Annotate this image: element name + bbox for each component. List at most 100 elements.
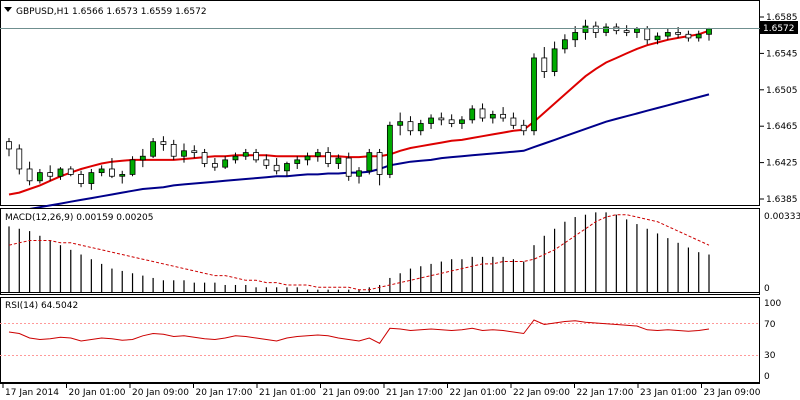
candle-body xyxy=(150,141,157,157)
candle-body xyxy=(397,121,404,126)
rsi-tick-70: 70 xyxy=(764,320,776,330)
candle-body xyxy=(181,150,187,157)
time-tick-label: 20 Jan 01:00 xyxy=(69,388,126,398)
candle-body xyxy=(119,174,126,177)
fast-ma-line xyxy=(8,29,710,196)
macd-signal-series xyxy=(8,214,710,291)
candle-body xyxy=(26,168,33,182)
candle-body xyxy=(644,28,651,41)
price-tick-label: 1.6505 xyxy=(766,86,798,96)
candle-body xyxy=(335,157,342,164)
macd-tick-top: 0.00333 xyxy=(764,212,800,222)
fast-ma-series xyxy=(8,29,710,196)
rsi-series xyxy=(8,319,710,344)
rsi-tick-100: 100 xyxy=(764,299,781,309)
candle-body xyxy=(448,119,455,124)
candle-body xyxy=(592,25,599,33)
candle-body xyxy=(706,28,712,35)
macd-signal-line xyxy=(8,214,710,291)
triangle-down-icon[interactable] xyxy=(4,7,12,12)
candle-body xyxy=(664,32,671,37)
candle-body xyxy=(561,39,568,50)
time-axis: 17 Jan 2014 20 Jan 01:00 20 Jan 09:00 20 Ja… xyxy=(0,383,761,398)
candle-body xyxy=(634,28,640,33)
candle-body xyxy=(417,123,424,132)
candle-body xyxy=(582,25,589,33)
candle-body xyxy=(386,124,393,175)
rsi-tick-30: 30 xyxy=(764,351,776,361)
time-tick-label: 23 Jan 01:00 xyxy=(640,388,697,398)
candle-body xyxy=(222,159,229,168)
candle-body xyxy=(78,174,84,184)
time-tick-label: 21 Jan 09:00 xyxy=(323,388,380,398)
candle-body xyxy=(232,155,239,161)
candle-body xyxy=(88,172,95,184)
candle-body xyxy=(242,152,249,157)
candle-body xyxy=(685,33,692,39)
candle-body xyxy=(407,121,414,132)
candle-body xyxy=(253,152,259,161)
candle-body xyxy=(263,159,270,166)
candle-body xyxy=(428,117,434,124)
candle-body xyxy=(376,152,383,175)
macd-panel[interactable] xyxy=(0,208,760,295)
candle-body xyxy=(520,124,527,132)
candle-body xyxy=(531,57,537,132)
rsi-title: RSI(14) 64.5042 xyxy=(5,301,78,311)
candle-body xyxy=(500,113,507,119)
candle-body xyxy=(603,26,609,33)
rsi-panel[interactable] xyxy=(0,297,760,383)
candle-body xyxy=(57,168,64,177)
time-tick-label: 20 Jan 17:00 xyxy=(196,388,253,398)
candle-body xyxy=(469,108,476,121)
time-tick-label: 22 Jan 01:00 xyxy=(450,388,507,398)
candle-body xyxy=(36,172,43,182)
candle-body xyxy=(191,150,198,153)
candle-body xyxy=(304,155,311,161)
symbol-header: GBPUSD,H1 1.6566 1.6573 1.6559 1.6572 xyxy=(16,7,207,17)
time-tick-label: 21 Jan 17:00 xyxy=(386,388,443,398)
candle-body xyxy=(459,119,465,124)
candle-body xyxy=(654,35,661,41)
time-tick-label: 17 Jan 2014 xyxy=(5,388,59,398)
candle-body xyxy=(211,163,218,168)
candle-body xyxy=(294,159,301,164)
candle-body xyxy=(139,155,146,161)
candle-body xyxy=(129,159,136,175)
current-price-tag xyxy=(760,21,798,34)
price-axis: 1.6585 1.6545 1.6505 1.6465 1.6425 1.6385 xyxy=(760,13,798,205)
time-tick-label: 23 Jan 09:00 xyxy=(704,388,761,398)
candle-body xyxy=(314,152,321,157)
candle-body xyxy=(675,32,682,35)
candle-body xyxy=(47,172,54,177)
candle-body xyxy=(541,57,548,73)
candle-body xyxy=(67,168,74,175)
candle-body xyxy=(109,168,115,177)
candle-body xyxy=(273,164,280,172)
price-tick-label: 1.6465 xyxy=(766,122,798,132)
candle-body xyxy=(695,33,702,39)
candle-body xyxy=(572,32,579,41)
macd-tick-zero: 0 xyxy=(764,284,770,294)
candle-body xyxy=(479,108,486,119)
time-tick-label: 20 Jan 09:00 xyxy=(132,388,189,398)
time-tick-label: 22 Jan 17:00 xyxy=(577,388,634,398)
candle-body xyxy=(170,143,177,157)
candle-body xyxy=(6,141,12,150)
candle-body xyxy=(510,117,517,126)
candle-body xyxy=(356,170,362,177)
candle-body xyxy=(16,148,23,170)
candle-body xyxy=(201,152,208,164)
rsi-line xyxy=(8,319,710,344)
candle-body xyxy=(325,152,332,164)
candle-body xyxy=(345,157,352,177)
candle-body xyxy=(366,152,373,172)
candle-series xyxy=(6,19,712,190)
candle-body xyxy=(551,48,558,72)
price-tick-label: 1.6425 xyxy=(766,159,798,169)
candle-body xyxy=(98,168,105,174)
price-tick-label: 1.6385 xyxy=(766,195,798,205)
rsi-tick-0: 0 xyxy=(764,372,770,382)
